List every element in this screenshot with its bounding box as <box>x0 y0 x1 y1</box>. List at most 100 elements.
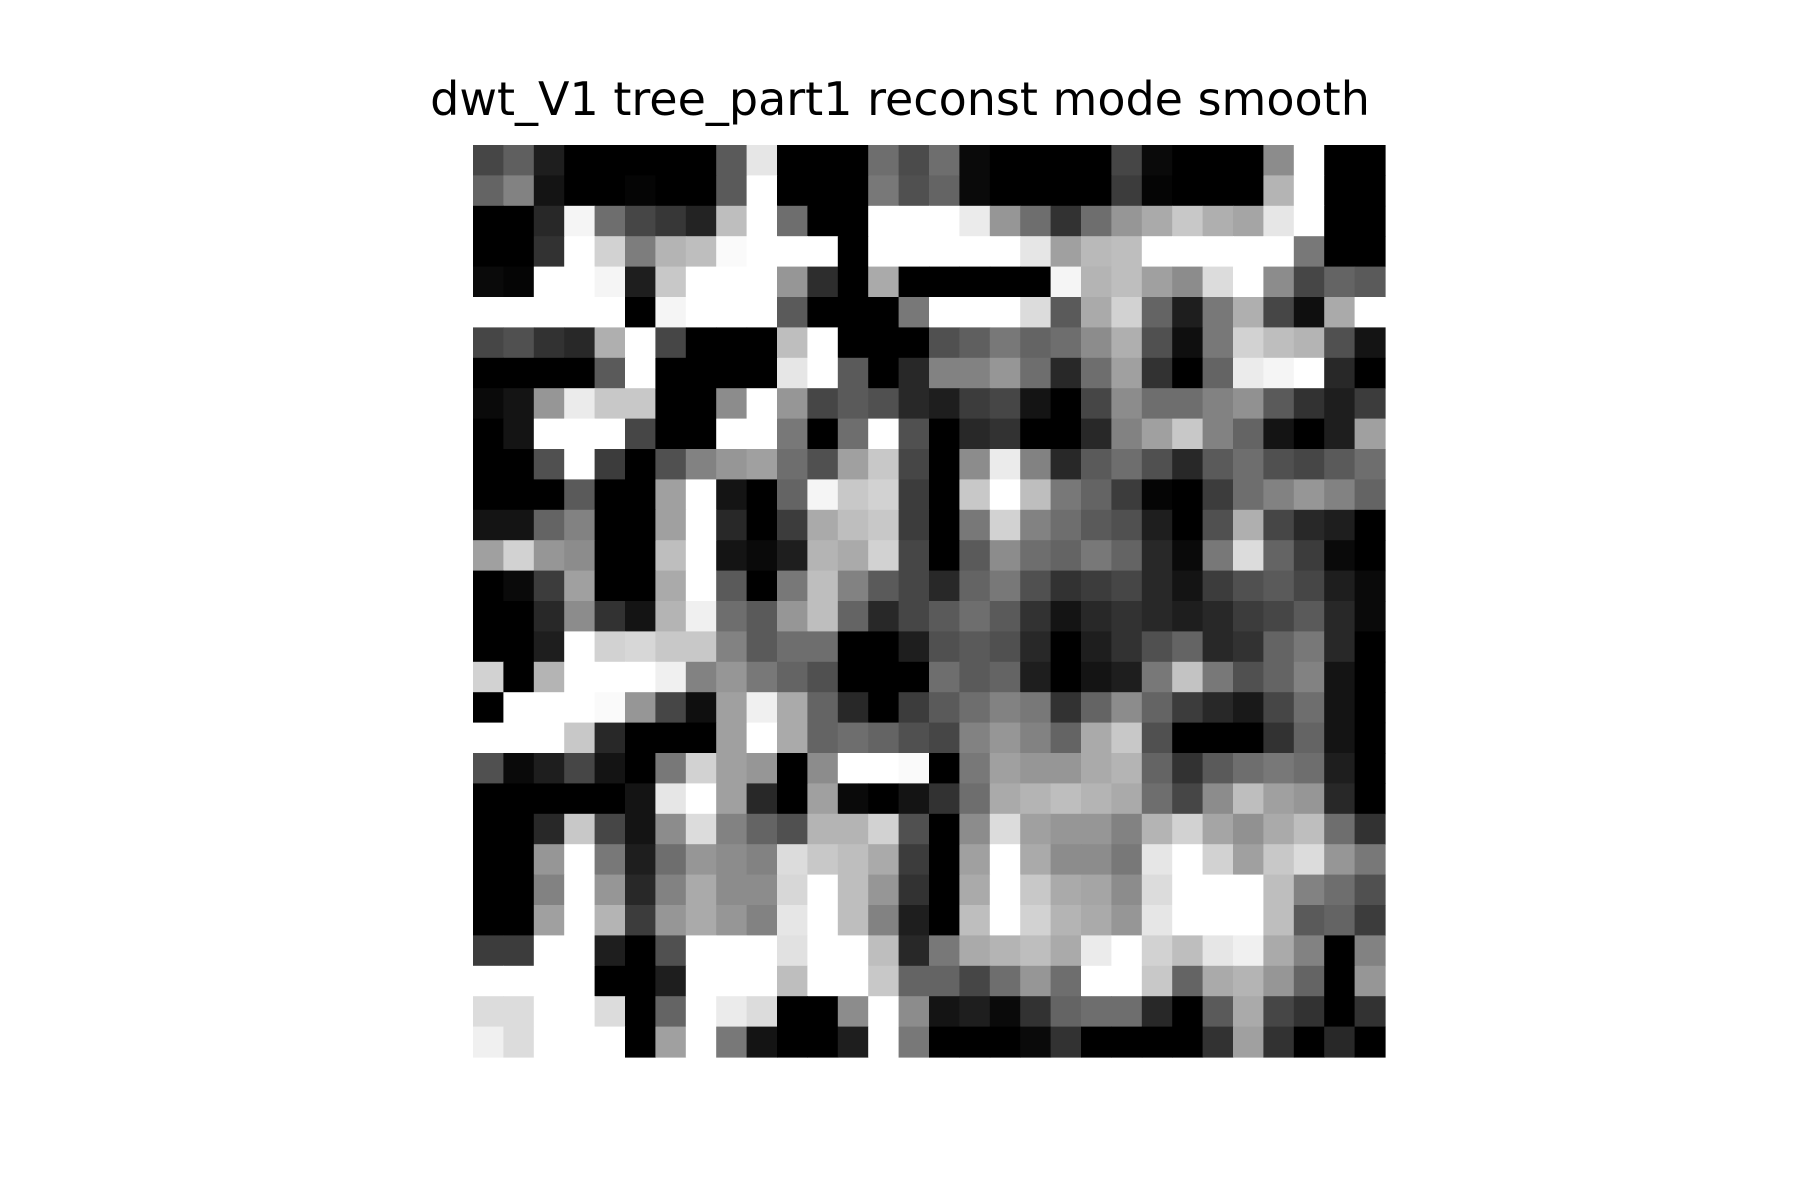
heatmap-cell-r24-c12 <box>837 874 869 906</box>
heatmap-cell-r16-c27 <box>1293 631 1325 663</box>
heatmap-cell-r1-c5 <box>625 175 656 207</box>
heatmap-cell-r24-c0 <box>473 874 504 906</box>
heatmap-cell-r4-c2 <box>533 266 565 298</box>
heatmap-cell-r16-c19 <box>1050 631 1082 663</box>
heatmap-cell-r7-c11 <box>807 357 839 389</box>
heatmap-cell-r25-c28 <box>1324 905 1356 936</box>
heatmap-cell-r19-c24 <box>1202 722 1234 754</box>
heatmap-cell-r27-c21 <box>1111 965 1143 997</box>
heatmap-cell-r21-c6 <box>655 783 687 815</box>
heatmap-cell-r29-c3 <box>564 1026 596 1058</box>
heatmap-cell-r5-c16 <box>959 297 991 328</box>
heatmap-cell-r23-c29 <box>1354 844 1386 876</box>
heatmap-cell-r27-c18 <box>1020 965 1052 997</box>
heatmap-cell-r4-c17 <box>989 266 1021 298</box>
heatmap-cell-r29-c28 <box>1324 1026 1356 1058</box>
heatmap-cell-r4-c14 <box>898 266 930 298</box>
heatmap-cell-r1-c9 <box>746 175 778 207</box>
heatmap-cell-r5-c11 <box>807 297 839 328</box>
heatmap-cell-r18-c19 <box>1050 692 1082 724</box>
heatmap-cell-r9-c25 <box>1233 418 1264 450</box>
heatmap-cell-r12-c28 <box>1324 509 1356 541</box>
heatmap-cell-r13-c7 <box>685 540 717 572</box>
heatmap-cell-r23-c7 <box>685 844 717 876</box>
heatmap-cell-r7-c7 <box>685 357 717 389</box>
heatmap-cell-r16-c7 <box>685 631 717 663</box>
heatmap-cell-r25-c18 <box>1020 905 1052 936</box>
heatmap-cell-r22-c16 <box>959 813 991 845</box>
heatmap-cell-r5-c3 <box>564 297 596 328</box>
heatmap-cell-r17-c7 <box>685 661 717 693</box>
heatmap-cell-r29-c12 <box>837 1026 869 1058</box>
heatmap-cell-r7-c21 <box>1111 357 1143 389</box>
heatmap-cell-r28-c18 <box>1020 996 1052 1028</box>
heatmap-cell-r10-c10 <box>777 449 808 480</box>
heatmap-cell-r6-c19 <box>1050 327 1082 359</box>
heatmap-cell-r17-c20 <box>1081 661 1112 693</box>
heatmap-cell-r23-c12 <box>837 844 869 876</box>
heatmap-cell-r18-c17 <box>989 692 1021 724</box>
heatmap-cell-r14-c26 <box>1263 570 1295 602</box>
heatmap-cell-r25-c21 <box>1111 905 1143 936</box>
heatmap-cell-r9-c17 <box>989 418 1021 450</box>
heatmap-cell-r20-c2 <box>533 753 565 784</box>
heatmap-cell-r19-c2 <box>533 722 565 754</box>
heatmap-cell-r8-c1 <box>503 388 535 420</box>
heatmap-cell-r0-c6 <box>655 145 687 176</box>
heatmap-cell-r6-c11 <box>807 327 839 359</box>
heatmap-cell-r9-c29 <box>1354 418 1386 450</box>
heatmap-cell-r23-c3 <box>564 844 596 876</box>
heatmap-cell-r19-c26 <box>1263 722 1295 754</box>
heatmap-cell-r18-c14 <box>898 692 930 724</box>
heatmap-cell-r29-c18 <box>1020 1026 1052 1058</box>
heatmap-cell-r29-c0 <box>473 1026 504 1058</box>
heatmap-cell-r23-c17 <box>989 844 1021 876</box>
heatmap-cell-r14-c2 <box>533 570 565 602</box>
heatmap-cell-r25-c7 <box>685 905 717 936</box>
heatmap-cell-r8-c3 <box>564 388 596 420</box>
heatmap-cell-r21-c13 <box>868 783 900 815</box>
heatmap-cell-r14-c15 <box>929 570 960 602</box>
heatmap-cell-r23-c20 <box>1081 844 1112 876</box>
heatmap-cell-r5-c23 <box>1172 297 1204 328</box>
heatmap-cell-r13-c8 <box>716 540 748 572</box>
heatmap-cell-r6-c21 <box>1111 327 1143 359</box>
heatmap-cell-r4-c25 <box>1233 266 1264 298</box>
heatmap-cell-r21-c19 <box>1050 783 1082 815</box>
heatmap-cell-r20-c13 <box>868 753 900 784</box>
heatmap-cell-r25-c12 <box>837 905 869 936</box>
heatmap-cell-r12-c25 <box>1233 509 1264 541</box>
heatmap-cell-r0-c24 <box>1202 145 1234 176</box>
heatmap-cell-r8-c28 <box>1324 388 1356 420</box>
heatmap-cell-r5-c20 <box>1081 297 1112 328</box>
heatmap-cell-r15-c0 <box>473 601 504 632</box>
heatmap-cell-r15-c20 <box>1081 601 1112 632</box>
heatmap-cell-r22-c27 <box>1293 813 1325 845</box>
heatmap-cell-r1-c1 <box>503 175 535 207</box>
heatmap-cell-r19-c10 <box>777 722 808 754</box>
heatmap-cell-r5-c7 <box>685 297 717 328</box>
heatmap-cell-r1-c17 <box>989 175 1021 207</box>
heatmap-cell-r11-c29 <box>1354 479 1386 511</box>
heatmap-cell-r4-c16 <box>959 266 991 298</box>
heatmap-cell-r0-c3 <box>564 145 596 176</box>
heatmap-cell-r10-c5 <box>625 449 656 480</box>
heatmap-cell-r0-c14 <box>898 145 930 176</box>
heatmap-cell-r9-c5 <box>625 418 656 450</box>
heatmap-cell-r22-c26 <box>1263 813 1295 845</box>
heatmap-cell-r11-c10 <box>777 479 808 511</box>
heatmap-cell-r8-c17 <box>989 388 1021 420</box>
heatmap-cell-r29-c20 <box>1081 1026 1112 1058</box>
heatmap-cell-r21-c15 <box>929 783 960 815</box>
heatmap-cell-r11-c17 <box>989 479 1021 511</box>
heatmap-cell-r29-c17 <box>989 1026 1021 1058</box>
heatmap-cell-r7-c6 <box>655 357 687 389</box>
heatmap-cell-r14-c16 <box>959 570 991 602</box>
heatmap-cell-r22-c25 <box>1233 813 1264 845</box>
heatmap-cell-r18-c27 <box>1293 692 1325 724</box>
heatmap-cell-r10-c8 <box>716 449 748 480</box>
heatmap-cell-r9-c2 <box>533 418 565 450</box>
heatmap-cell-r22-c7 <box>685 813 717 845</box>
heatmap-cell-r10-c18 <box>1020 449 1052 480</box>
heatmap-cell-r6-c7 <box>685 327 717 359</box>
